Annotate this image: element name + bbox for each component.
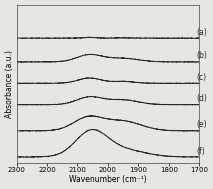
Text: (e): (e) — [196, 120, 207, 129]
X-axis label: Wavenumber (cm⁻¹): Wavenumber (cm⁻¹) — [69, 175, 147, 184]
Text: (c): (c) — [196, 73, 206, 82]
Text: (b): (b) — [196, 51, 207, 60]
Text: (f): (f) — [196, 146, 205, 156]
Text: (a): (a) — [196, 28, 207, 37]
Text: (d): (d) — [196, 94, 207, 103]
Y-axis label: Absorbance (a.u.): Absorbance (a.u.) — [5, 50, 14, 118]
